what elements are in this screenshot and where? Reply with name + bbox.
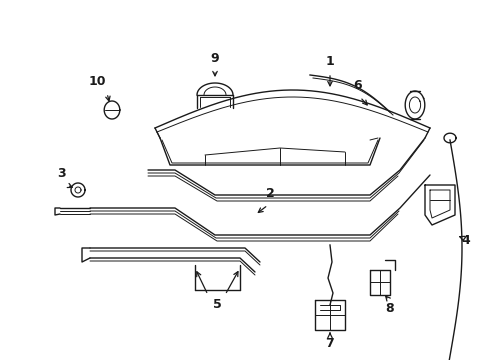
Text: 9: 9 bbox=[210, 52, 219, 65]
Text: 7: 7 bbox=[325, 337, 334, 350]
Text: 6: 6 bbox=[353, 79, 362, 92]
Text: 2: 2 bbox=[265, 187, 274, 200]
Text: 8: 8 bbox=[385, 302, 393, 315]
Text: 10: 10 bbox=[88, 75, 105, 88]
Text: 3: 3 bbox=[58, 167, 66, 180]
Text: 4: 4 bbox=[461, 234, 469, 247]
Text: 1: 1 bbox=[325, 55, 334, 68]
Text: 5: 5 bbox=[212, 298, 221, 311]
